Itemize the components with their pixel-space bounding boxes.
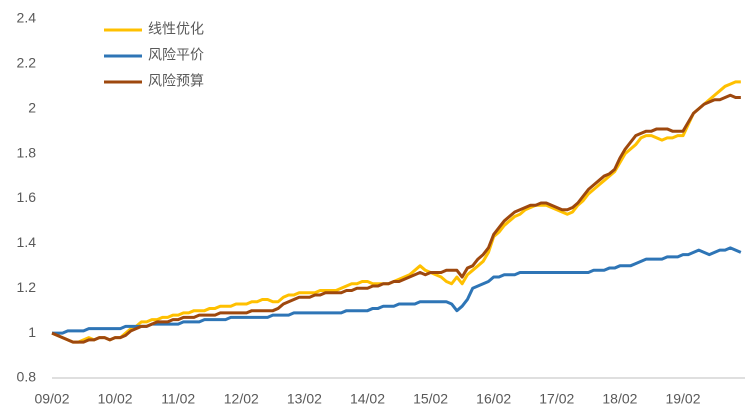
x-tick-label: 15/02: [413, 391, 448, 407]
y-tick-label: 0.8: [17, 369, 37, 385]
x-tick-label: 11/02: [161, 391, 195, 407]
legend-label: 风险平价: [148, 47, 204, 63]
y-tick-label: 2.2: [17, 55, 37, 71]
x-tick-label: 12/02: [224, 391, 259, 407]
x-tick-label: 18/02: [602, 391, 637, 407]
legend-label: 风险预算: [148, 73, 204, 89]
x-tick-label: 09/02: [34, 391, 69, 407]
y-tick-label: 2: [28, 99, 36, 115]
y-tick-label: 1.2: [17, 279, 37, 295]
x-tick-label: 13/02: [287, 391, 322, 407]
x-tick-label: 17/02: [539, 391, 574, 407]
y-tick-label: 1: [28, 324, 36, 340]
x-tick-label: 14/02: [350, 391, 385, 407]
x-tick-label: 16/02: [476, 391, 511, 407]
y-tick-label: 1.4: [17, 234, 37, 250]
x-tick-label: 10/02: [98, 391, 133, 407]
x-tick-label: 19/02: [665, 391, 700, 407]
series-line: [51, 80, 741, 344]
series-line: [52, 246, 742, 335]
y-tick-label: 1.8: [17, 144, 37, 160]
series-line: [51, 93, 741, 344]
y-tick-label: 1.6: [17, 189, 37, 205]
legend-label: 线性优化: [148, 21, 204, 37]
y-tick-label: 2.4: [17, 10, 37, 26]
